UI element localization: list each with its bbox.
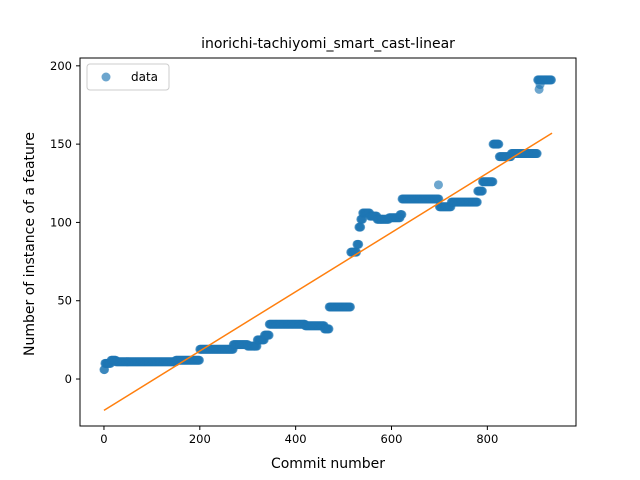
- axes-frame: [79, 57, 577, 427]
- data-point: [535, 80, 545, 90]
- y-axis-label: Number of instance of a feature: [22, 132, 38, 356]
- x-tick-label: 600: [381, 432, 403, 446]
- data-point: [546, 75, 556, 85]
- data-point: [477, 186, 487, 196]
- data-point: [532, 149, 542, 159]
- data-point: [397, 210, 407, 220]
- data-point: [433, 180, 443, 190]
- y-tick-label: 100: [50, 215, 72, 229]
- y-tick-label: 50: [57, 294, 72, 308]
- data-point: [356, 222, 366, 232]
- data-point: [264, 330, 274, 340]
- data-point: [472, 197, 482, 207]
- y-tick-label: 150: [50, 137, 72, 151]
- x-tick-label: 400: [285, 432, 307, 446]
- chart-title: inorichi-tachiyomi_smart_cast-linear: [201, 36, 455, 52]
- data-point: [354, 239, 364, 249]
- legend-marker-data: [101, 72, 111, 82]
- data-point: [345, 302, 355, 312]
- x-tick-label: 200: [189, 432, 211, 446]
- data-point: [352, 247, 362, 257]
- data-point: [324, 324, 334, 334]
- scatter-series-data: [99, 75, 556, 375]
- y-tick-label: 200: [50, 59, 72, 73]
- data-point: [494, 139, 504, 149]
- x-tick-label: 800: [476, 432, 498, 446]
- axes: 0 200 400 600 800 0 50 100 150 200: [50, 57, 577, 446]
- data-point: [194, 355, 204, 365]
- x-tick-label: 0: [100, 432, 107, 446]
- fit-line: [103, 132, 553, 411]
- legend-box: [86, 63, 170, 91]
- y-tick-label: 0: [65, 372, 72, 386]
- legend-label-data: data: [131, 70, 158, 84]
- data-point: [488, 177, 498, 187]
- x-axis-label: Commit number: [271, 456, 385, 472]
- plot-area: [99, 75, 556, 411]
- legend: data: [86, 63, 170, 91]
